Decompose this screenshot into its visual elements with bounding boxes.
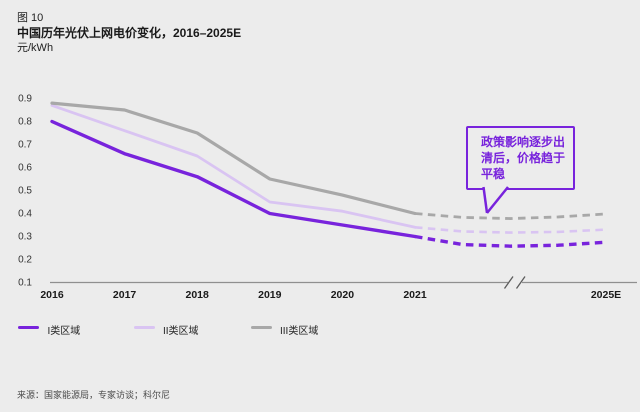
callout-tail-left-edge xyxy=(482,186,489,214)
legend-swatch-2 xyxy=(251,326,272,329)
y-tick-label: 0.3 xyxy=(18,231,32,242)
y-tick-label: 0.2 xyxy=(18,254,32,265)
x-tick-label: 2017 xyxy=(112,289,137,301)
legend-label-0: I类区域 xyxy=(47,326,81,337)
y-tick-label: 0.4 xyxy=(18,208,32,219)
legend-swatch-0 xyxy=(18,326,39,329)
series-solid-1 xyxy=(50,104,417,229)
x-tick-label: 2021 xyxy=(403,289,427,301)
y-tick-label: 0.6 xyxy=(18,162,32,173)
legend-swatch-1 xyxy=(134,326,155,329)
source-note: 来源：国家能源局，专家访谈；科尔尼 xyxy=(17,390,171,400)
x-tick-label: 2018 xyxy=(185,289,209,301)
y-tick-label: 0.9 xyxy=(18,93,32,104)
x-tick-label: 2016 xyxy=(40,289,64,301)
figure-label: 图 10 xyxy=(17,12,44,24)
annotation-callout: 政策影响逐步出 清后，价格趋于 平稳 xyxy=(466,126,575,190)
series-solid-2 xyxy=(50,101,417,216)
series-projected-0 xyxy=(414,234,607,248)
series-solid-0 xyxy=(50,119,417,239)
y-tick-label: 0.1 xyxy=(18,277,32,288)
series-projected-2 xyxy=(414,212,607,220)
y-tick-label: 0.8 xyxy=(18,116,32,127)
axis-break-slash-2 xyxy=(515,276,526,289)
series-projected-1 xyxy=(414,226,607,234)
y-tick-label: 0.7 xyxy=(18,139,32,150)
callout-tail xyxy=(482,186,509,214)
x-tick-label: 2025E xyxy=(590,289,622,301)
legend-label-1: II类区域 xyxy=(163,326,199,337)
x-tick-label: 2019 xyxy=(258,289,282,301)
x-tick-label: 2020 xyxy=(330,289,355,301)
legend-label-2: III类区域 xyxy=(280,326,319,337)
unit-label: 元/kWh xyxy=(17,42,54,54)
chart-title: 中国历年光伏上网电价变化，2016–2025E xyxy=(17,25,242,40)
callout-tail-right-edge xyxy=(486,186,509,214)
y-tick-label: 0.5 xyxy=(18,185,32,196)
axis-break-slash-1 xyxy=(503,276,514,289)
